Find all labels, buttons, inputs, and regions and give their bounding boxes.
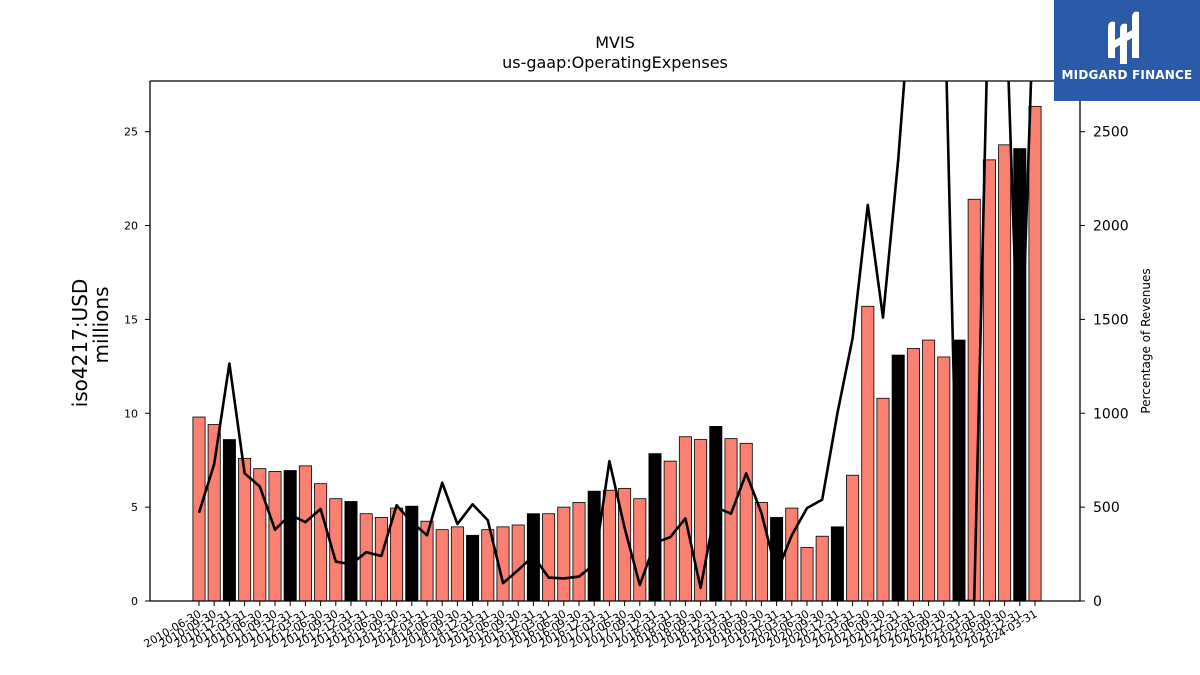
bar-2012-12-31 (344, 501, 358, 602)
midgard-logo-icon (1108, 11, 1139, 64)
bar-2022-03-31 (906, 348, 920, 602)
bar-2013-03-31 (359, 513, 373, 602)
bar-2017-03-31 (602, 489, 616, 602)
y-tick-label-10: 10 (124, 407, 138, 420)
bar-2014-06-30 (435, 529, 449, 602)
bar-2010-12-31 (222, 439, 236, 602)
bar-2024-03-31 (1028, 105, 1042, 602)
y2-tick-label-0: 0 (1093, 594, 1102, 610)
bar-2010-09-30 (207, 424, 221, 602)
y-tick-label-15: 15 (124, 313, 138, 326)
bar-2014-09-30 (450, 526, 464, 602)
bar-2012-06-30 (314, 483, 328, 602)
y2-tick-label-2000: 2000 (1093, 219, 1129, 235)
bar-2019-03-31 (724, 438, 738, 602)
y2-axis-label: Percentage of Revenues (1139, 268, 1153, 413)
bar-2016-09-30 (572, 502, 586, 602)
bar-2023-06-30 (982, 159, 996, 602)
bar-2011-12-31 (283, 470, 297, 602)
bar-2020-12-31 (830, 526, 844, 602)
y-tick-label-25: 25 (124, 126, 138, 139)
percentage-of-revenues-line (197, 81, 1033, 601)
bar-2023-09-30 (998, 144, 1012, 602)
bar-2021-09-30 (876, 397, 890, 602)
y2-tick-label-2500: 2500 (1093, 125, 1129, 141)
y-axis-label-line1: iso4217:USD (68, 279, 92, 408)
bar-2020-09-30 (815, 535, 829, 602)
chart-title: MVIS (595, 33, 635, 52)
bar-2020-03-31 (785, 507, 799, 602)
y-tick-label-20: 20 (124, 220, 138, 233)
bar-2016-06-30 (557, 506, 571, 602)
y2-tick-label-1000: 1000 (1093, 406, 1129, 422)
y2-tick-label-1500: 1500 (1093, 312, 1129, 328)
bar-2018-09-30 (694, 439, 708, 602)
y-tick-label-0: 0 (131, 595, 138, 608)
bar-2021-12-31 (891, 354, 905, 602)
logo-text: MIDGARD FINANCE (1061, 68, 1193, 82)
bar-2020-06-30 (800, 547, 814, 602)
bar-2021-06-30 (861, 305, 875, 602)
bar-2022-06-30 (922, 339, 936, 602)
bar-2012-03-31 (298, 465, 312, 602)
bar-2011-09-30 (268, 471, 282, 602)
y-axis-label-line2: millions (89, 286, 113, 363)
bar-2016-12-31 (587, 490, 601, 602)
logo: MIDGARD FINANCE (1054, 0, 1200, 101)
bar-2011-03-31 (238, 457, 252, 602)
bar-2016-03-31 (542, 513, 556, 602)
bar-2017-12-31 (648, 453, 662, 602)
bar-2019-06-30 (739, 442, 753, 602)
bar-2015-09-30 (511, 524, 525, 602)
chart-subtitle: us-gaap:OperatingExpenses (502, 53, 728, 72)
bar-2013-06-30 (374, 517, 388, 602)
y2-tick-label-500: 500 (1093, 500, 1120, 516)
bar-2021-03-31 (846, 474, 860, 602)
bar-2014-12-31 (466, 534, 480, 602)
bar-2022-09-30 (937, 356, 951, 602)
y-tick-label-5: 5 (131, 501, 138, 514)
